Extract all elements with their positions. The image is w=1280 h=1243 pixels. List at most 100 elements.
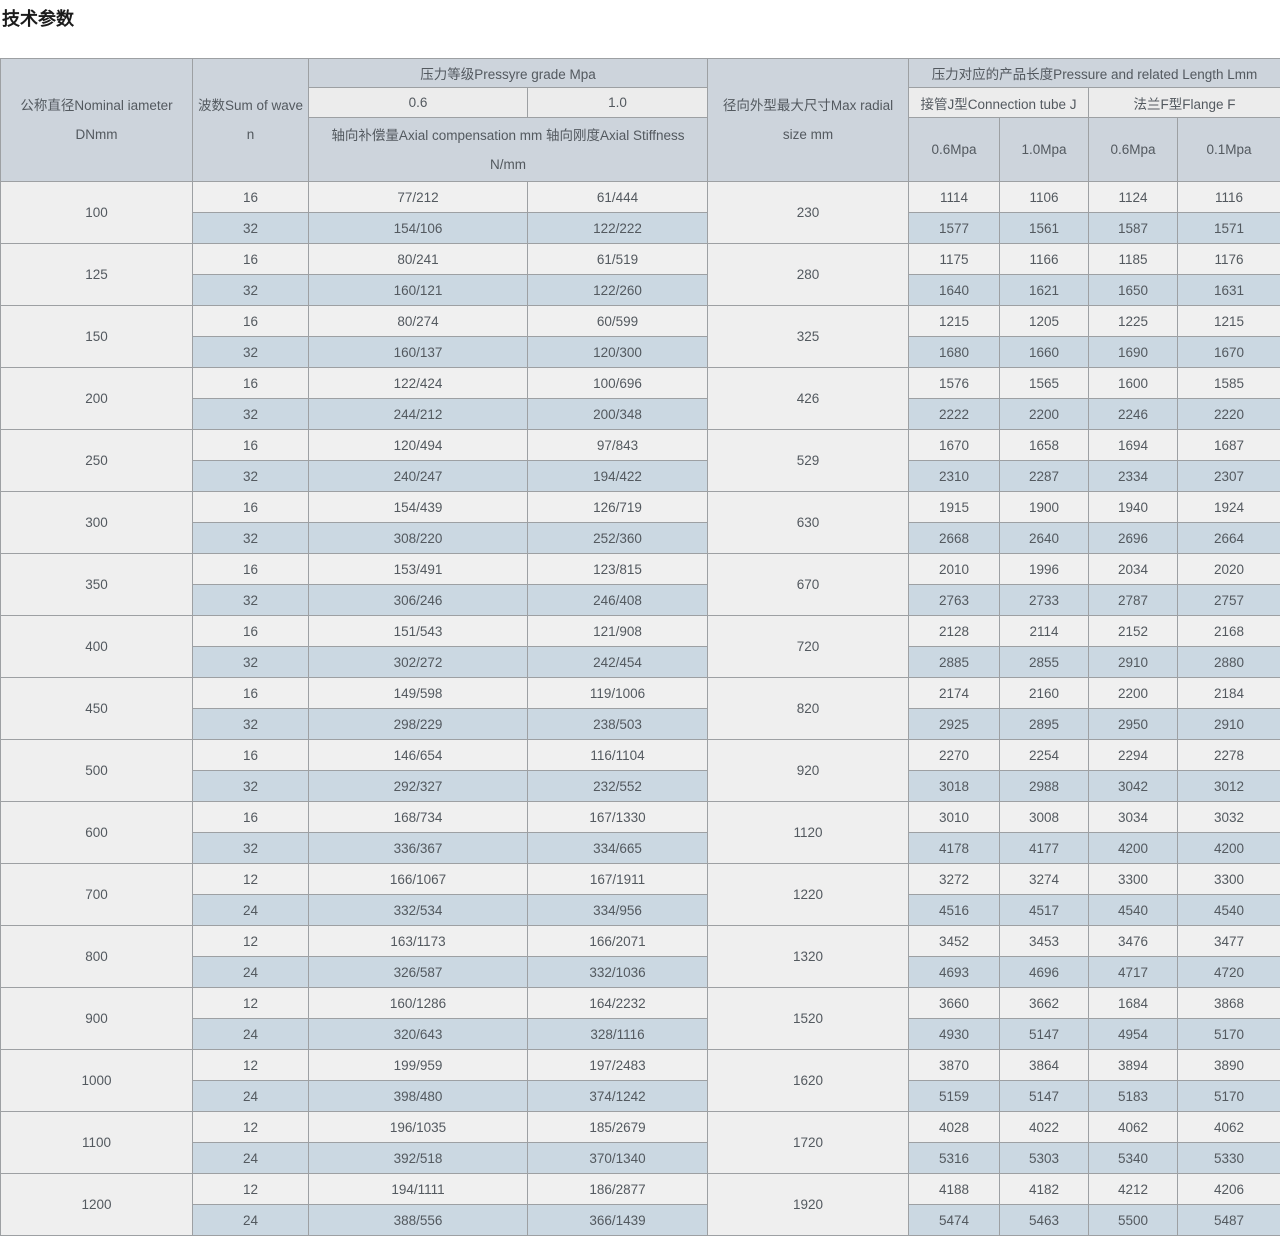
cell-radial-size: 920 <box>707 739 909 802</box>
cell-radial-size: 325 <box>707 305 909 368</box>
cell-length-j-1-0: 1621 <box>999 274 1089 306</box>
cell-axial-comp-1-0: 119/1006 <box>527 677 708 709</box>
cell-axial-comp-1-0: 194/422 <box>527 460 708 492</box>
cell-axial-comp-0-6: 292/327 <box>308 770 528 802</box>
cell-length-j-0-6: 4516 <box>908 894 1000 926</box>
header-radial-size: 径向外型最大尺寸Max radial size mm <box>707 58 909 182</box>
cell-axial-comp-1-0: 167/1911 <box>527 863 708 895</box>
cell-length-j-0-6: 1576 <box>908 367 1000 399</box>
cell-length-f-0-1: 1116 <box>1177 181 1280 213</box>
cell-wave-count: 32 <box>192 274 309 306</box>
cell-length-f-0-1: 5330 <box>1177 1142 1280 1174</box>
cell-axial-comp-0-6: 388/556 <box>308 1204 528 1236</box>
cell-length-f-0-6: 3894 <box>1088 1049 1178 1081</box>
cell-length-f-0-1: 1176 <box>1177 243 1280 275</box>
table-row: 1200 12 194/1111 186/2877 1920 4188 4182 4212 42… <box>0 1173 1280 1236</box>
cell-axial-comp-1-0: 116/1104 <box>527 739 708 771</box>
cell-length-f-0-1: 1571 <box>1177 212 1280 244</box>
cell-length-f-0-1: 3477 <box>1177 925 1280 957</box>
header-pressure-0-6: 0.6 <box>308 87 528 118</box>
cell-axial-comp-1-0: 370/1340 <box>527 1142 708 1174</box>
header-pressure-1-0: 1.0 <box>527 87 708 118</box>
cell-radial-size: 630 <box>707 491 909 554</box>
cell-axial-comp-0-6: 160/137 <box>308 336 528 368</box>
cell-wave-count: 16 <box>192 243 309 275</box>
cell-length-f-0-6: 4954 <box>1088 1018 1178 1050</box>
cell-axial-comp-1-0: 122/222 <box>527 212 708 244</box>
cell-axial-comp-0-6: 153/491 <box>308 553 528 585</box>
cell-wave-count: 12 <box>192 987 309 1019</box>
cell-length-f-0-6: 1587 <box>1088 212 1178 244</box>
table-row: 600 16 168/734 167/1330 1120 3010 3008 3034 3032 <box>0 801 1280 864</box>
cell-axial-comp-0-6: 194/1111 <box>308 1173 528 1205</box>
cell-length-f-0-6: 2950 <box>1088 708 1178 740</box>
cell-wave-count: 24 <box>192 1080 309 1112</box>
cell-length-j-0-6: 2128 <box>908 615 1000 647</box>
cell-axial-comp-1-0: 246/408 <box>527 584 708 616</box>
cell-length-f-0-1: 4062 <box>1177 1111 1280 1143</box>
cell-length-f-0-6: 4717 <box>1088 956 1178 988</box>
cell-length-j-0-6: 3660 <box>908 987 1000 1019</box>
cell-length-j-1-0: 1565 <box>999 367 1089 399</box>
table-row: 200 16 122/424 100/696 426 1576 1565 1600 1585 <box>0 367 1280 430</box>
cell-length-f-0-6: 4212 <box>1088 1173 1178 1205</box>
cell-length-j-0-6: 4693 <box>908 956 1000 988</box>
table-row: 900 12 160/1286 164/2232 1520 3660 3662 1684 386… <box>0 987 1280 1050</box>
cell-axial-comp-1-0: 332/1036 <box>527 956 708 988</box>
cell-dn: 1000 <box>0 1049 193 1112</box>
cell-length-j-0-6: 2270 <box>908 739 1000 771</box>
cell-length-j-0-6: 1640 <box>908 274 1000 306</box>
cell-length-f-0-6: 2200 <box>1088 677 1178 709</box>
table-row: 32 292/327 232/552 3018 2988 3042 3012 <box>1 770 1280 802</box>
cell-axial-comp-0-6: 199/959 <box>308 1049 528 1081</box>
cell-dn: 1200 <box>0 1173 193 1236</box>
cell-length-j-0-6: 3272 <box>908 863 1000 895</box>
cell-length-j-0-6: 4028 <box>908 1111 1000 1143</box>
cell-wave-count: 24 <box>192 894 309 926</box>
cell-length-f-0-6: 5500 <box>1088 1204 1178 1236</box>
cell-length-f-0-1: 2020 <box>1177 553 1280 585</box>
cell-wave-count: 16 <box>192 181 309 213</box>
header-j-0-6mpa: 0.6Mpa <box>908 117 1000 182</box>
cell-dn: 700 <box>0 863 193 926</box>
cell-length-j-0-6: 5474 <box>908 1204 1000 1236</box>
cell-wave-count: 32 <box>192 770 309 802</box>
cell-wave-count: 32 <box>192 336 309 368</box>
cell-radial-size: 1920 <box>707 1173 909 1236</box>
table-row: 32 306/246 246/408 2763 2733 2787 2757 <box>1 584 1280 616</box>
cell-length-j-0-6: 1915 <box>908 491 1000 523</box>
cell-axial-comp-0-6: 163/1173 <box>308 925 528 957</box>
table-row: 450 16 149/598 119/1006 820 2174 2160 2200 2184 <box>0 677 1280 740</box>
cell-length-j-0-6: 2010 <box>908 553 1000 585</box>
cell-length-f-0-1: 3032 <box>1177 801 1280 833</box>
cell-radial-size: 670 <box>707 553 909 616</box>
table-row: 700 12 166/1067 167/1911 1220 3272 3274 3300 330… <box>0 863 1280 926</box>
cell-length-j-0-6: 3452 <box>908 925 1000 957</box>
cell-length-f-0-1: 4200 <box>1177 832 1280 864</box>
cell-axial-comp-0-6: 244/212 <box>308 398 528 430</box>
cell-dn: 250 <box>0 429 193 492</box>
cell-axial-comp-0-6: 336/367 <box>308 832 528 864</box>
cell-length-j-1-0: 1106 <box>999 181 1089 213</box>
cell-length-j-0-6: 4178 <box>908 832 1000 864</box>
table-row: 250 16 120/494 97/843 529 1670 1658 1694 1687 <box>0 429 1280 492</box>
header-axial-note: 轴向补偿量Axial compensation mm 轴向刚度Axial Sti… <box>308 117 708 182</box>
cell-length-f-0-1: 4206 <box>1177 1173 1280 1205</box>
cell-length-j-1-0: 4177 <box>999 832 1089 864</box>
cell-length-j-0-6: 2925 <box>908 708 1000 740</box>
cell-length-f-0-6: 4200 <box>1088 832 1178 864</box>
cell-axial-comp-0-6: 149/598 <box>308 677 528 709</box>
cell-length-f-0-1: 3300 <box>1177 863 1280 895</box>
cell-dn: 1100 <box>0 1111 193 1174</box>
cell-wave-count: 32 <box>192 398 309 430</box>
cell-wave-count: 24 <box>192 1204 309 1236</box>
cell-wave-count: 32 <box>192 708 309 740</box>
cell-length-f-0-6: 1225 <box>1088 305 1178 337</box>
table-row: 32 308/220 252/360 2668 2640 2696 2664 <box>1 522 1280 554</box>
table-row: 1100 12 196/1035 185/2679 1720 4028 4022 4062 40… <box>0 1111 1280 1174</box>
cell-length-j-0-6: 2668 <box>908 522 1000 554</box>
header-f-0-6mpa: 0.6Mpa <box>1088 117 1178 182</box>
table-row: 800 12 163/1173 166/2071 1320 3452 3453 3476 347… <box>0 925 1280 988</box>
cell-length-j-1-0: 2988 <box>999 770 1089 802</box>
cell-length-f-0-1: 1585 <box>1177 367 1280 399</box>
